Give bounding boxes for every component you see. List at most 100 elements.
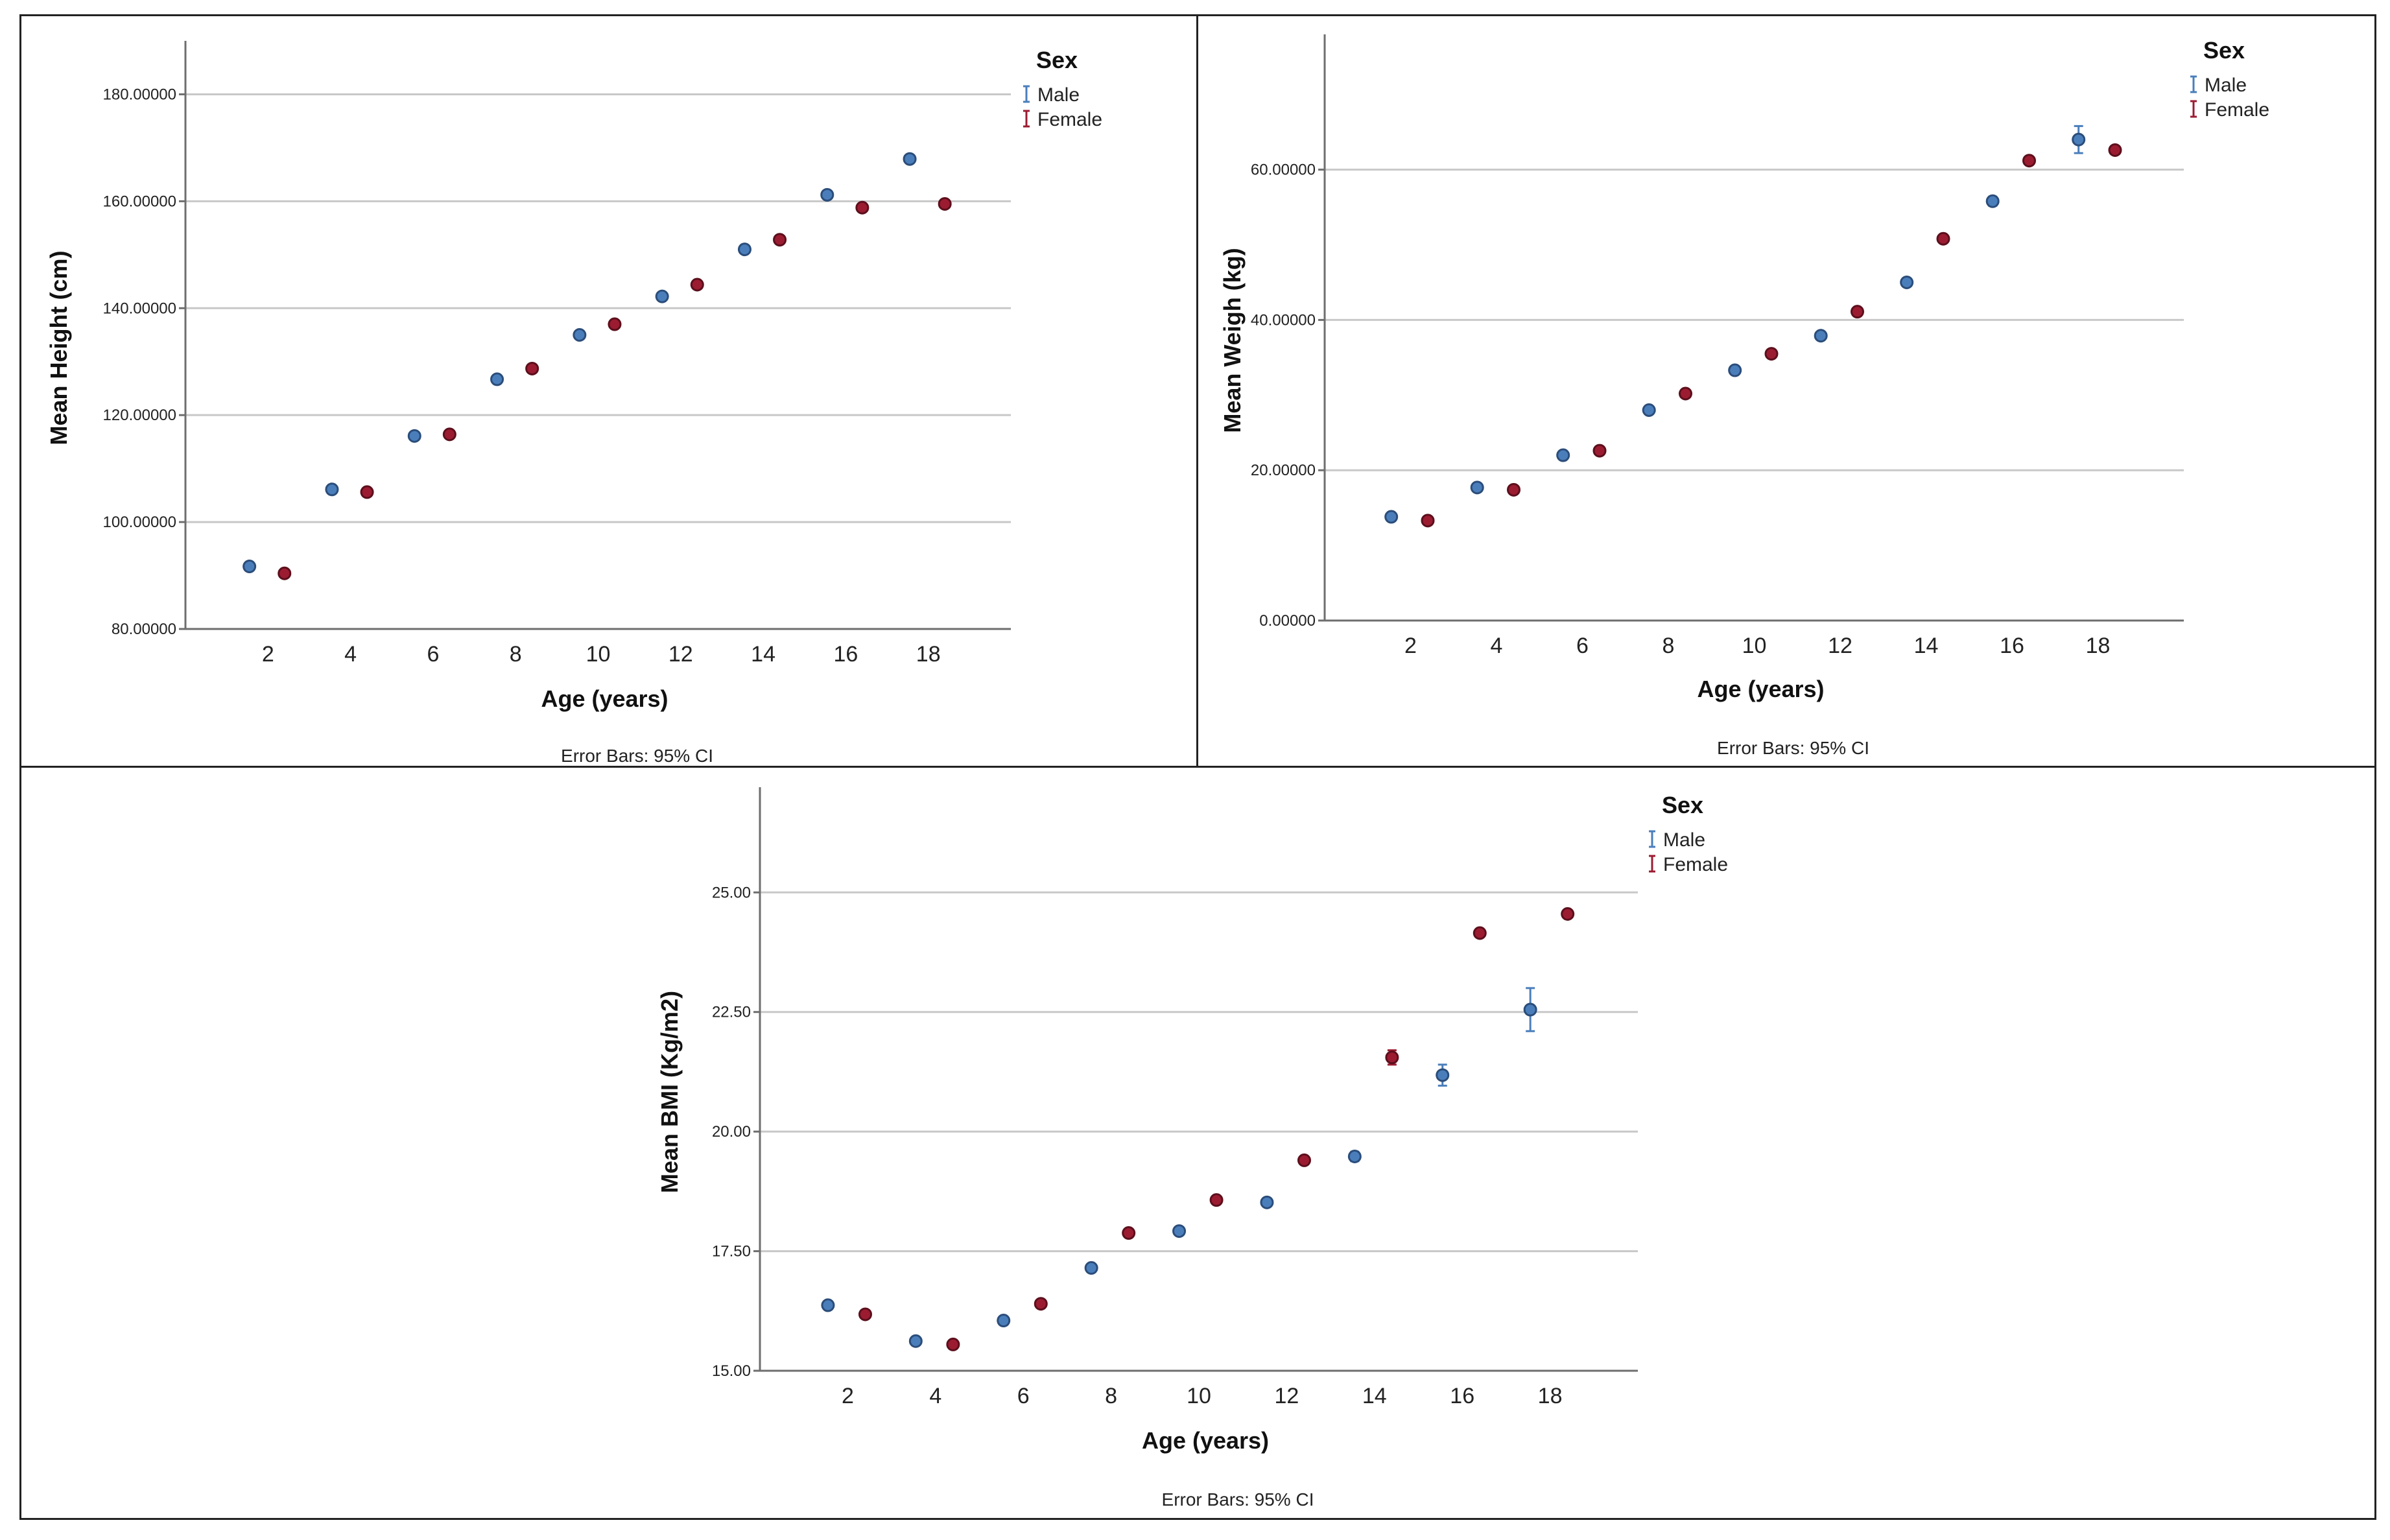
male-point — [737, 243, 751, 257]
male-point — [1814, 329, 1828, 343]
female-point — [2108, 143, 2122, 157]
x-tick-label: 8 — [1105, 1384, 1117, 1408]
y-tick-label: 40.00000 — [1251, 311, 1316, 329]
y-tick-label: 25.00 — [712, 884, 751, 901]
male-point — [1436, 1068, 1450, 1082]
male-point — [407, 429, 421, 443]
legend-title: Sex — [1662, 792, 1703, 818]
x-tick-label: 6 — [1017, 1384, 1030, 1408]
female-point — [1507, 482, 1520, 497]
y-tick-label: 100.00000 — [103, 514, 176, 531]
female-point — [690, 278, 704, 292]
y-tick-label: 80.00000 — [112, 621, 176, 638]
female-point — [525, 361, 539, 375]
female-point — [773, 233, 787, 247]
male-point — [1523, 1002, 1537, 1017]
legend-label-male: Male — [2205, 75, 2247, 96]
legend-title: Sex — [1036, 47, 1078, 73]
male-point — [2072, 132, 2086, 147]
height-chart-panel: 80.00000 100.00000 120.00000 140.00000 160.0… — [19, 14, 1198, 768]
x-tick-label: 12 — [1274, 1384, 1299, 1408]
y-tick-label: 15.00 — [712, 1362, 751, 1380]
y-tick-label: 17.50 — [712, 1243, 751, 1261]
male-point — [1900, 275, 1914, 289]
y-tick-label: 20.00000 — [1251, 462, 1316, 479]
female-point — [946, 1337, 960, 1351]
female-point — [855, 200, 870, 215]
male-point — [1172, 1224, 1187, 1238]
male-point — [325, 482, 339, 497]
y-tick-label: 22.50 — [712, 1004, 751, 1021]
x-tick-label: 2 — [262, 642, 274, 667]
female-point — [2022, 154, 2036, 168]
y-tick-label: 180.00000 — [103, 86, 176, 103]
x-axis-title: Age (years) — [1697, 676, 1824, 702]
female-point — [1209, 1193, 1224, 1207]
x-tick-label: 4 — [344, 642, 357, 667]
height-chart: 80.00000 100.00000 120.00000 140.00000 160.0… — [45, 41, 1102, 766]
y-tick-label: 0.00000 — [1259, 612, 1316, 630]
x-tick-label: 4 — [1491, 634, 1503, 658]
x-tick-label: 2 — [842, 1384, 854, 1408]
x-axis-title: Age (years) — [1142, 1427, 1269, 1454]
male-point — [243, 560, 257, 574]
x-axis-title: Age (years) — [541, 685, 668, 712]
male-point — [490, 372, 504, 386]
male-point — [1556, 448, 1570, 462]
female-point — [1679, 386, 1692, 401]
male-point — [1642, 403, 1656, 417]
bmi-chart-panel: 15.00 17.50 20.00 22.50 25.00 2 4 6 8 10 12 14 16 18 A… — [19, 766, 2376, 1520]
female-point — [1851, 305, 1864, 319]
x-tick-label: 12 — [1828, 634, 1852, 658]
y-tick-label: 160.00000 — [103, 193, 176, 210]
male-point — [1470, 480, 1484, 495]
x-tick-label: 2 — [1404, 634, 1417, 658]
error-bars-footnote: Error Bars: 95% CI — [1162, 1489, 1314, 1510]
female-point — [1936, 231, 1950, 246]
female-point — [1122, 1226, 1136, 1240]
female-point — [1592, 444, 1607, 458]
male-point — [820, 187, 834, 202]
female-point — [360, 485, 374, 499]
y-tick-label: 120.00000 — [103, 407, 176, 424]
x-tick-label: 16 — [833, 642, 858, 667]
male-point — [903, 152, 917, 166]
male-point — [1985, 194, 2000, 208]
weight-chart: 0.00000 20.00000 40.00000 60.00000 2 4 6 8 10 12 1… — [1219, 34, 2269, 758]
male-point — [1084, 1261, 1098, 1275]
x-tick-label: 16 — [2000, 634, 2024, 658]
female-point — [1764, 347, 1779, 361]
x-tick-label: 18 — [1538, 1384, 1563, 1408]
legend-title: Sex — [2203, 37, 2245, 64]
x-tick-label: 8 — [1662, 634, 1675, 658]
male-point — [1384, 510, 1399, 524]
y-tick-label: 140.00000 — [103, 300, 176, 317]
x-tick-label: 4 — [929, 1384, 941, 1408]
x-tick-label: 14 — [1362, 1384, 1387, 1408]
x-tick-label: 12 — [668, 642, 693, 667]
y-tick-label: 20.00 — [712, 1123, 751, 1141]
female-point — [1561, 906, 1575, 921]
x-tick-label: 14 — [1914, 634, 1939, 658]
x-tick-label: 8 — [510, 642, 522, 667]
y-axis-title: Mean Weigh (kg) — [1219, 248, 1246, 432]
legend-label-female: Female — [2205, 99, 2269, 121]
y-tick-label: 60.00000 — [1251, 161, 1316, 179]
x-tick-label: 18 — [2086, 634, 2111, 658]
female-point — [278, 566, 292, 580]
x-tick-label: 6 — [1576, 634, 1589, 658]
female-point — [1034, 1297, 1048, 1311]
legend-label-female: Female — [1037, 109, 1102, 130]
male-point — [997, 1314, 1011, 1328]
female-point — [938, 196, 952, 211]
error-bars-footnote: Error Bars: 95% CI — [1717, 738, 1869, 758]
x-tick-label: 14 — [751, 642, 775, 667]
male-point — [1347, 1150, 1362, 1164]
female-point — [1385, 1050, 1399, 1065]
x-tick-label: 18 — [916, 642, 941, 667]
x-tick-label: 10 — [1187, 1384, 1211, 1408]
legend-label-male: Male — [1037, 84, 1080, 106]
female-point — [442, 427, 456, 442]
female-point — [1297, 1153, 1311, 1167]
male-point — [908, 1334, 923, 1348]
